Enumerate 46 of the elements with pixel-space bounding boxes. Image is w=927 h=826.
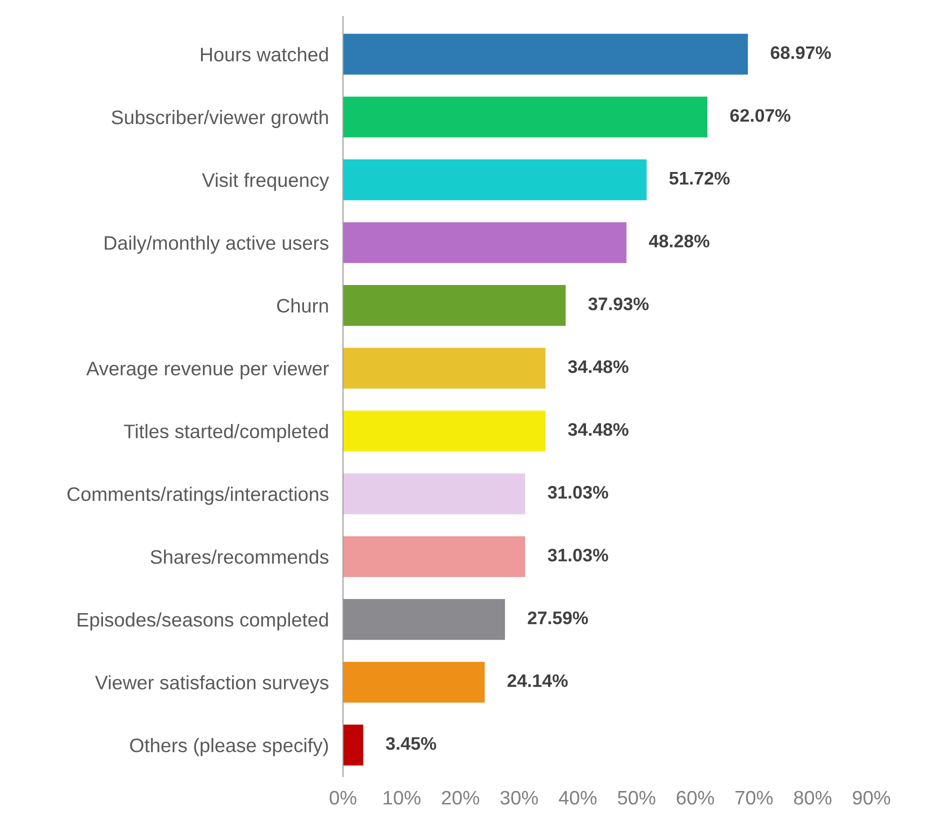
data-label: 31.03%	[548, 548, 608, 562]
y-tick-label: Others (please specify)	[130, 738, 328, 756]
x-tick-label: 70%	[736, 790, 773, 805]
bar	[342, 724, 364, 766]
data-label: 68.97%	[770, 46, 831, 60]
bar	[342, 536, 526, 578]
y-tick-label: Average revenue per viewer	[86, 361, 329, 380]
data-label: 48.28%	[648, 234, 710, 248]
x-tick-label: 60%	[676, 790, 714, 805]
bar	[342, 348, 546, 389]
y-tick-label: Episodes/seasons completed	[78, 612, 328, 631]
x-tick-label: 0%	[330, 790, 356, 805]
data-label: 37.93%	[588, 297, 649, 310]
bar	[342, 410, 546, 452]
bar	[342, 96, 708, 138]
data-label: 3.45%	[386, 737, 436, 750]
y-tick-label: Visit frequency	[202, 172, 330, 191]
x-tick-label: 90%	[852, 790, 890, 805]
y-tick-label: Shares/recommends	[150, 550, 328, 564]
bar	[342, 285, 566, 326]
bar	[342, 159, 647, 200]
y-tick-label: Churn	[277, 298, 328, 313]
bar	[342, 662, 485, 703]
data-label: 34.48%	[568, 360, 628, 374]
y-tick-label: Subscriber/viewer growth	[112, 110, 328, 128]
y-tick-label: Viewer satisfaction surveys	[95, 675, 328, 694]
y-tick-label: Comments/ratings/interactions	[68, 486, 328, 505]
data-label: 31.03%	[548, 486, 608, 499]
y-tick-label: Daily/monthly active users	[104, 236, 328, 254]
x-tick-label: 80%	[794, 790, 832, 805]
bar	[342, 473, 526, 514]
data-label: 62.07%	[730, 109, 790, 122]
data-label: 27.59%	[528, 611, 588, 624]
x-tick-label: 40%	[558, 790, 597, 805]
bar	[342, 34, 748, 75]
bar	[342, 222, 626, 264]
bar	[342, 599, 505, 640]
x-tick-label: 10%	[384, 790, 420, 805]
data-label: 34.48%	[568, 423, 628, 436]
data-label: 24.14%	[508, 674, 568, 688]
x-tick-label: 50%	[618, 790, 656, 805]
y-tick-label: Titles started/completed	[124, 424, 328, 442]
x-tick-label: 30%	[500, 790, 538, 805]
data-label: 51.72%	[669, 172, 730, 185]
y-tick-label: Hours watched	[201, 47, 328, 62]
x-tick-label: 20%	[442, 790, 480, 805]
